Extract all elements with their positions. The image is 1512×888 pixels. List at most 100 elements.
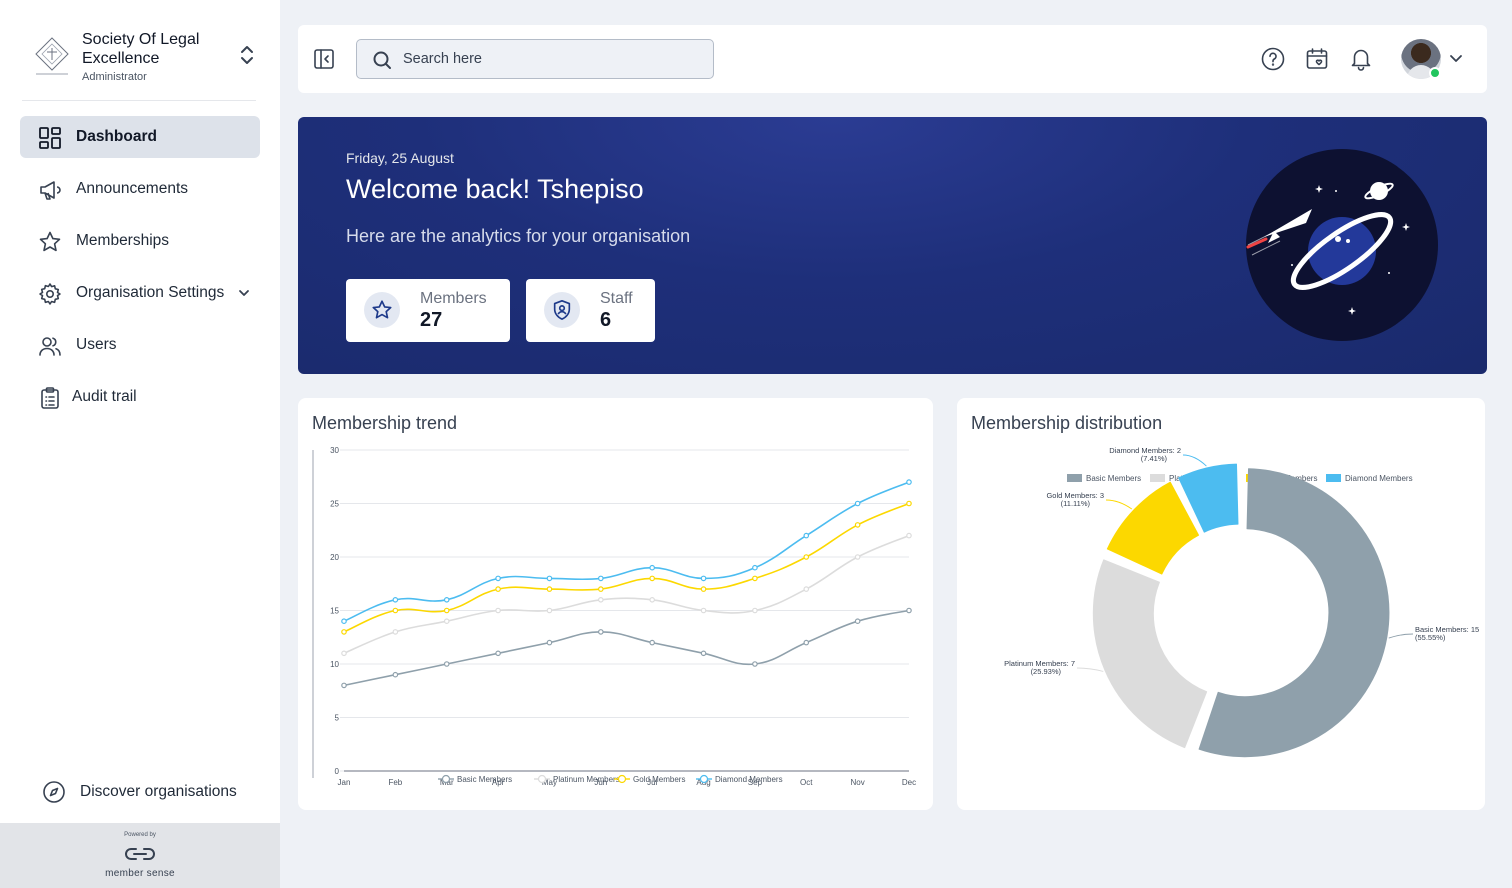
x-tick-label: Dec [902, 778, 916, 787]
data-point-basic-members[interactable] [598, 629, 604, 635]
legend-marker-basic-members [441, 774, 451, 784]
data-point-platinum-members[interactable] [906, 532, 912, 539]
chevron-down-icon[interactable] [1449, 53, 1463, 65]
data-point-platinum-members[interactable] [752, 607, 758, 614]
legend-label-platinum-members[interactable]: Platinum Members [553, 775, 620, 784]
data-point-basic-members[interactable] [854, 618, 861, 625]
sidebar-item-dashboard[interactable]: Dashboard [20, 116, 260, 158]
collapse-sidebar-icon[interactable] [312, 47, 336, 71]
data-point-gold-members[interactable] [598, 586, 604, 592]
data-point-platinum-members[interactable] [392, 629, 399, 635]
calendar-icon[interactable] [1304, 46, 1330, 72]
data-point-platinum-members[interactable] [341, 650, 347, 657]
data-point-diamond-members[interactable] [752, 564, 758, 571]
x-tick-label: May [542, 778, 557, 787]
slice-gold-members[interactable] [1106, 481, 1200, 575]
data-point-platinum-members[interactable] [700, 607, 707, 614]
legend-label-diamond-members[interactable]: Diamond Members [1345, 474, 1413, 483]
data-point-gold-members[interactable] [700, 586, 707, 592]
legend-marker-diamond-members [699, 774, 709, 784]
help-icon[interactable] [1260, 46, 1286, 72]
legend-label-gold-members[interactable]: Gold Members [633, 775, 685, 784]
series-line-basic-members [343, 609, 910, 687]
members-stat-card[interactable]: Members 27 [346, 279, 510, 342]
data-point-diamond-members[interactable] [906, 479, 912, 485]
data-point-diamond-members[interactable] [495, 575, 501, 582]
data-point-basic-members[interactable] [341, 682, 347, 689]
legend-label-diamond-members[interactable]: Diamond Members [715, 775, 783, 784]
star-icon [39, 231, 61, 252]
data-point-basic-members[interactable] [546, 639, 553, 646]
data-point-basic-members[interactable] [392, 671, 399, 678]
slice-platinum-members[interactable] [1092, 559, 1208, 749]
y-tick-label: 30 [330, 446, 339, 455]
data-point-diamond-members[interactable] [803, 532, 810, 539]
chevron-down-icon [239, 290, 249, 296]
x-tick-label: Sep [748, 778, 763, 787]
sidebar-item-organisation-settings[interactable]: Organisation Settings [20, 272, 260, 314]
data-point-basic-members[interactable] [803, 639, 810, 646]
data-point-basic-members[interactable] [906, 607, 912, 614]
data-point-platinum-members[interactable] [649, 597, 655, 603]
x-tick-label: Jul [647, 778, 657, 787]
data-point-gold-members[interactable] [803, 554, 810, 560]
sidebar: Society Of Legal Excellence Administrato… [0, 0, 280, 888]
data-point-gold-members[interactable] [906, 500, 912, 507]
legend-label-basic-members[interactable]: Basic Members [1086, 474, 1141, 483]
legend-swatch-basic-members [1067, 474, 1082, 482]
data-point-diamond-members[interactable] [649, 564, 655, 571]
data-point-diamond-members[interactable] [546, 575, 553, 582]
bell-icon[interactable] [1348, 46, 1374, 72]
data-point-platinum-members[interactable] [854, 554, 861, 560]
data-point-gold-members[interactable] [854, 522, 861, 528]
chevron-up-down-icon[interactable] [238, 44, 256, 66]
data-point-diamond-members[interactable] [598, 575, 604, 582]
search-box[interactable] [356, 39, 714, 79]
legend-label-basic-members[interactable]: Basic Members [457, 775, 512, 784]
sidebar-item-label: Audit trail [72, 388, 137, 405]
data-point-basic-members[interactable] [752, 661, 758, 667]
search-input[interactable] [403, 48, 703, 70]
discover-organisations-link[interactable]: Discover organisations [40, 778, 270, 806]
data-point-basic-members[interactable] [495, 650, 501, 657]
data-point-diamond-members[interactable] [392, 597, 399, 603]
data-point-gold-members[interactable] [392, 607, 399, 614]
y-tick-label: 0 [335, 767, 340, 776]
sidebar-item-users[interactable]: Users [20, 324, 260, 366]
clipboard-list-icon [41, 387, 59, 409]
data-point-basic-members[interactable] [700, 650, 707, 657]
slice-basic-members[interactable] [1198, 468, 1390, 758]
data-point-diamond-members[interactable] [854, 500, 861, 507]
slice-diamond-members[interactable] [1178, 463, 1239, 533]
sidebar-item-announcements[interactable]: Announcements [20, 168, 260, 210]
label-leader-gold-members [1105, 499, 1133, 510]
data-point-gold-members[interactable] [495, 586, 501, 592]
data-point-platinum-members[interactable] [495, 607, 501, 614]
data-point-gold-members[interactable] [752, 575, 758, 582]
data-point-gold-members[interactable] [649, 575, 655, 582]
data-point-diamond-members[interactable] [341, 618, 347, 625]
data-point-diamond-members[interactable] [700, 575, 707, 582]
x-tick-label: Nov [851, 778, 865, 787]
series-line-gold-members [343, 502, 910, 633]
data-point-platinum-members[interactable] [598, 597, 604, 603]
y-tick-label: 20 [330, 553, 339, 562]
membership-trend-chart[interactable]: 051015202530JanFebMarAprMayJunJulAugSepO… [298, 398, 933, 810]
data-point-gold-members[interactable] [546, 586, 553, 592]
data-point-diamond-members[interactable] [443, 597, 450, 603]
data-point-gold-members[interactable] [341, 629, 347, 635]
sidebar-item-audit-trail[interactable]: Audit trail [20, 376, 260, 418]
sidebar-item-memberships[interactable]: Memberships [20, 220, 260, 262]
data-point-platinum-members[interactable] [803, 586, 810, 592]
online-status-dot [1429, 67, 1441, 79]
staff-stat-card[interactable]: Staff 6 [526, 279, 655, 342]
data-point-basic-members[interactable] [443, 661, 450, 667]
x-tick-label: Feb [388, 778, 402, 787]
organisation-switcher[interactable]: Society Of Legal Excellence Administrato… [30, 28, 260, 86]
data-point-gold-members[interactable] [443, 607, 450, 614]
star-icon [372, 300, 392, 319]
data-point-basic-members[interactable] [649, 639, 655, 646]
data-point-platinum-members[interactable] [443, 618, 450, 625]
data-point-platinum-members[interactable] [546, 607, 553, 614]
